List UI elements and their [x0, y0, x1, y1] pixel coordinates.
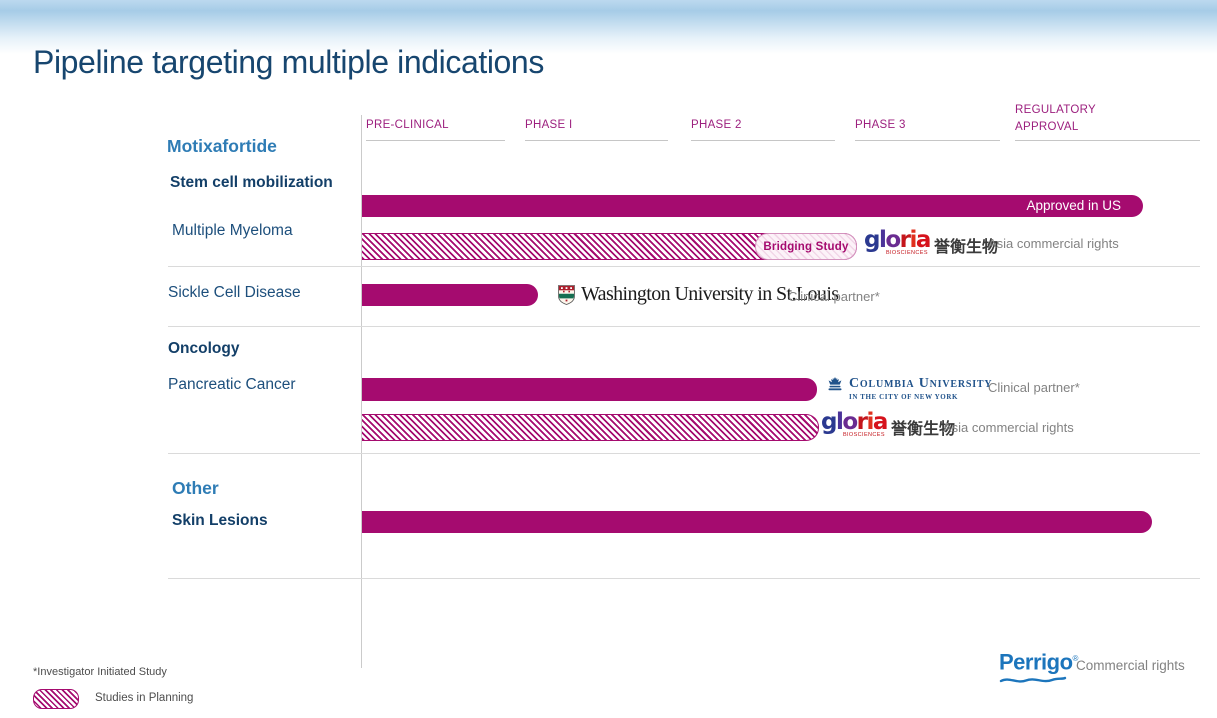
perrigo-wave-icon [999, 677, 1067, 683]
gloria-letter: g [864, 227, 880, 253]
washu-shield-icon [558, 284, 575, 305]
stage-underline [525, 140, 668, 141]
perrigo-name-text: Perrigo [999, 649, 1073, 675]
gloria-wordmark: gloria BIOSCIENCES [864, 227, 932, 257]
gloria-biosciences-label: BIOSCIENCES [842, 432, 885, 438]
bridging-study-badge: Bridging Study [755, 233, 857, 260]
gloria-letter: a [872, 409, 889, 435]
washu-logo: Washington University in St.Louis [558, 283, 839, 306]
gloria-chinese-name: 誉衡生物 [933, 239, 998, 256]
gloria-letter: o [842, 409, 858, 435]
gloria-letter: l [835, 409, 844, 435]
bar-sickle-cell-disease [362, 284, 538, 306]
perrigo-logo: Perrigo® [999, 649, 1078, 690]
top-gradient-banner [0, 0, 1217, 54]
group-label-other: Other [172, 478, 219, 498]
columbia-crown-icon [828, 377, 842, 391]
perrigo-wordmark: Perrigo® [999, 649, 1079, 675]
gloria-logo: gloria BIOSCIENCES 誉衡生物 [864, 227, 998, 257]
row-label-stem-cell-mobilization: Stem cell mobilization [170, 174, 333, 191]
row-label-skin-lesions: Skin Lesions [172, 512, 268, 529]
columbia-logo: Columbia University IN THE CITY OF NEW Y… [826, 377, 992, 401]
clinical-partner-note: Clinical partner* [788, 289, 880, 304]
stage-header-regulatory-approval: REGULATORY APPROVAL [1015, 104, 1096, 133]
stage-underline [366, 140, 505, 141]
page-title: Pipeline targeting multiple indications [33, 44, 544, 80]
legend-label-studies-in-planning: Studies in Planning [95, 692, 194, 704]
gloria-letter: l [878, 227, 887, 253]
row-divider [168, 266, 1200, 267]
gloria-letter: r [899, 227, 911, 253]
stage-underline [691, 140, 835, 141]
columbia-wordmark: Columbia University IN THE CITY OF NEW Y… [849, 376, 993, 402]
bar-multiple-myeloma-planned: Bridging Study [362, 233, 857, 260]
gloria-logo: gloria BIOSCIENCES 誉衡生物 [821, 409, 955, 439]
gloria-letter: o [885, 227, 901, 253]
bar-skin-lesions [362, 511, 1152, 533]
stage-header-phase3: PHASE 3 [855, 119, 906, 131]
chart-axis-line [361, 115, 362, 668]
asia-rights-note: Asia commercial rights [943, 420, 1074, 435]
group-label-motixafortide: Motixafortide [167, 136, 277, 156]
row-divider [168, 578, 1200, 579]
stage-underline [855, 140, 1000, 141]
stage-underline [1015, 140, 1200, 141]
stage-header-phase2: PHASE 2 [691, 119, 742, 131]
gloria-letter: i [866, 409, 875, 435]
row-divider [168, 326, 1200, 327]
gloria-chinese-name: 誉衡生物 [890, 421, 955, 438]
registered-mark: ® [1072, 654, 1079, 663]
asia-rights-note: Asia commercial rights [988, 236, 1119, 251]
approved-in-us-badge: Approved in US [1026, 198, 1121, 213]
gloria-letter: g [821, 409, 837, 435]
row-label-pancreatic-cancer: Pancreatic Cancer [168, 376, 296, 393]
commercial-rights-note: Commercial rights [1076, 658, 1185, 673]
group-label-oncology: Oncology [168, 340, 240, 357]
columbia-tagline: IN THE CITY OF NEW YORK [849, 393, 959, 401]
washu-wordmark: Washington University in St.Louis [581, 283, 839, 305]
gloria-name: gloria [821, 409, 889, 435]
stage-header-preclinical: PRE-CLINICAL [366, 119, 449, 131]
gloria-wordmark: gloria BIOSCIENCES [821, 409, 889, 439]
bar-pancreatic-cancer [362, 378, 817, 401]
row-divider [168, 453, 1200, 454]
stage-header-phase1: PHASE I [525, 119, 573, 131]
gloria-letter: r [856, 409, 868, 435]
gloria-biosciences-label: BIOSCIENCES [885, 250, 928, 256]
bar-stem-cell-mobilization: Approved in US [362, 195, 1143, 217]
bar-pancreatic-cancer-planned [362, 414, 819, 441]
legend-hatched-swatch [33, 689, 79, 709]
gloria-letter: i [909, 227, 918, 253]
gloria-letter: a [915, 227, 932, 253]
row-label-sickle-cell-disease: Sickle Cell Disease [168, 284, 301, 301]
columbia-name: Columbia University [849, 376, 993, 391]
footnote-investigator-initiated: *Investigator Initiated Study [33, 666, 167, 678]
gloria-name: gloria [864, 227, 932, 253]
row-label-multiple-myeloma: Multiple Myeloma [172, 222, 293, 239]
clinical-partner-note: Clinical partner* [988, 380, 1080, 395]
